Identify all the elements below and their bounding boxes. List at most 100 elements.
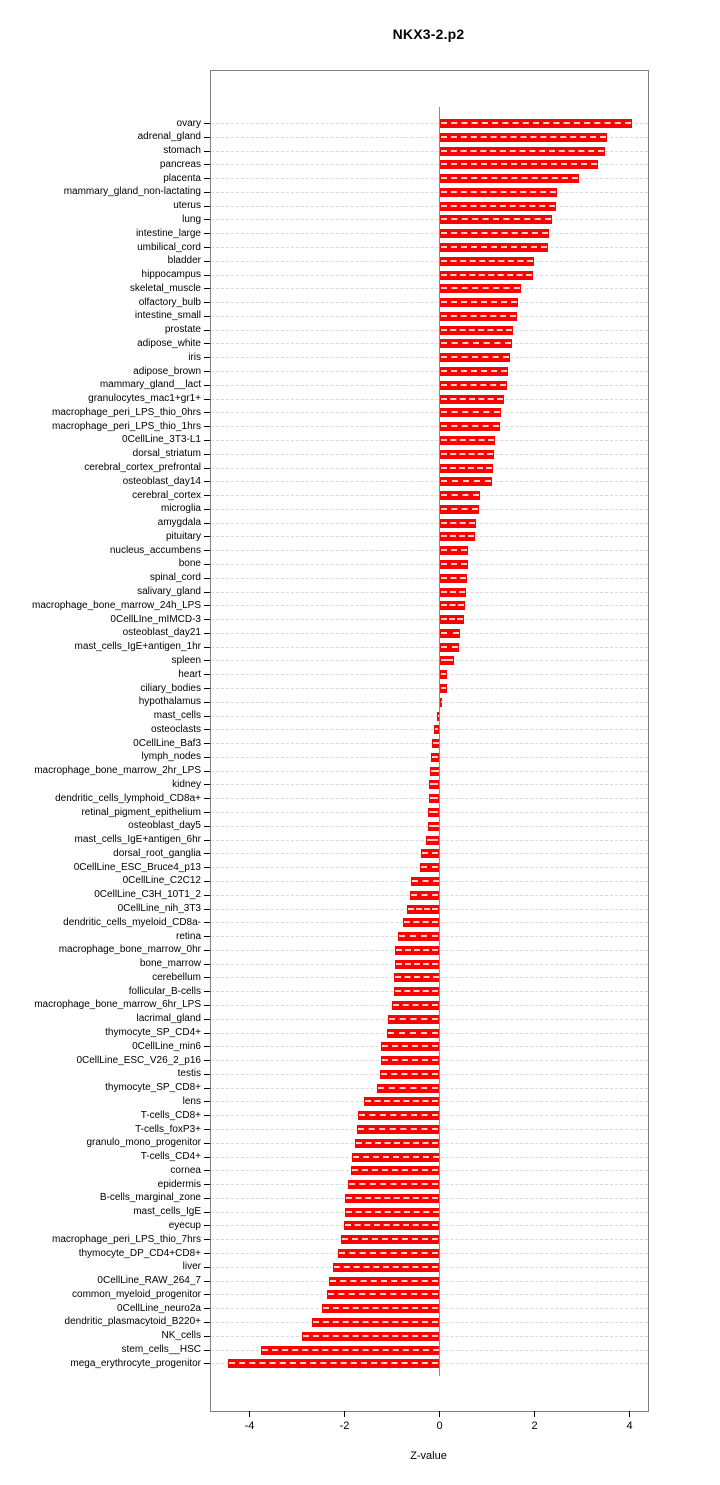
bar [321, 1304, 440, 1314]
bar [439, 132, 608, 142]
category-label: prostate [164, 324, 201, 336]
bar [439, 311, 518, 321]
y-tick [203, 260, 210, 262]
y-tick [203, 1060, 210, 1062]
category-label: mega_erythrocyte_progenitor [70, 1357, 201, 1369]
bar [381, 1042, 440, 1052]
y-tick [203, 164, 210, 166]
bar [439, 518, 477, 528]
bar-dash-pattern [440, 438, 495, 441]
bar [420, 863, 440, 873]
bar [439, 504, 479, 514]
bar-dash-pattern [440, 397, 504, 400]
bar [397, 932, 440, 942]
category-label: retinal_pigment_epithelium [81, 806, 201, 818]
bar-dash-pattern [440, 314, 517, 317]
y-tick [203, 1115, 210, 1117]
bar [394, 959, 440, 969]
y-tick [203, 715, 210, 717]
bar [439, 187, 558, 197]
category-label: cornea [170, 1164, 201, 1176]
bar-dash-pattern [431, 769, 439, 772]
bar-dash-pattern [440, 122, 631, 124]
category-label: lung [182, 213, 201, 225]
y-tick [203, 770, 210, 772]
bar-dash-pattern [334, 1265, 439, 1268]
bar-dash-pattern [341, 1238, 439, 1241]
bar-dash-pattern [364, 1100, 439, 1103]
bar-dash-pattern [440, 425, 499, 428]
bar [439, 201, 557, 211]
gridline [211, 467, 648, 469]
y-tick [203, 591, 210, 593]
y-tick [203, 1087, 210, 1089]
category-label: 0CellLIne_mIMCD-3 [110, 613, 201, 625]
bar [433, 725, 440, 735]
y-tick [203, 688, 210, 690]
gridline [211, 384, 648, 386]
bar-dash-pattern [303, 1334, 439, 1337]
bar [439, 491, 481, 501]
y-tick [203, 302, 210, 304]
gridline [211, 150, 648, 152]
category-label: stomach [163, 145, 201, 157]
y-tick [203, 1280, 210, 1282]
x-tick-label: 2 [531, 1420, 538, 1432]
y-tick [203, 522, 210, 524]
y-tick [203, 439, 210, 441]
bar-dash-pattern [440, 259, 534, 262]
category-label: granulocytes_mac1+gr1+ [88, 393, 201, 405]
bar [338, 1249, 440, 1259]
bar-dash-pattern [440, 287, 520, 290]
y-tick [203, 632, 210, 634]
y-tick [203, 646, 210, 648]
y-tick [203, 674, 210, 676]
gridline [211, 315, 648, 317]
y-tick [203, 880, 210, 882]
bar [439, 325, 513, 335]
category-label: thymocyte_DP_CD4+CD8+ [78, 1247, 201, 1259]
bar [402, 918, 440, 928]
y-tick [203, 867, 210, 869]
y-tick [203, 1032, 210, 1034]
bar [439, 573, 468, 583]
gridline [211, 398, 648, 400]
gridline [211, 412, 648, 414]
bar [439, 408, 502, 418]
y-tick [203, 205, 210, 207]
y-tick [203, 991, 210, 993]
y-tick [203, 398, 210, 400]
bar [348, 1180, 440, 1190]
bar [439, 160, 598, 170]
y-tick [203, 894, 210, 896]
gridline [211, 219, 648, 221]
y-tick [203, 660, 210, 662]
bar-dash-pattern [437, 714, 439, 717]
y-tick [203, 784, 210, 786]
y-tick [203, 577, 210, 579]
bar-dash-pattern [322, 1307, 439, 1310]
bar-dash-pattern [440, 163, 597, 166]
bar [439, 449, 495, 459]
category-label: T-cells_foxP3+ [135, 1123, 201, 1135]
category-label: thymocyte_SP_CD4+ [105, 1027, 201, 1039]
bar [357, 1125, 440, 1134]
category-label: osteoclasts [150, 723, 201, 735]
bar-dash-pattern [432, 755, 439, 758]
bar-dash-pattern [440, 507, 478, 510]
y-tick [203, 1335, 210, 1337]
y-tick [203, 1046, 210, 1048]
bar-dash-pattern [433, 742, 439, 745]
bar-dash-pattern [393, 1003, 439, 1006]
bar [343, 1221, 440, 1231]
category-label: amygdala [157, 517, 201, 529]
category-label: bone_marrow [139, 958, 201, 970]
y-tick [203, 839, 210, 841]
bar [439, 243, 548, 253]
category-label: 0CellLine_3T3-L1 [122, 434, 201, 446]
bar-dash-pattern [345, 1196, 439, 1199]
bar [439, 601, 466, 611]
bar-dash-pattern [440, 177, 578, 180]
bar [380, 1056, 440, 1066]
category-label: hippocampus [141, 269, 201, 281]
